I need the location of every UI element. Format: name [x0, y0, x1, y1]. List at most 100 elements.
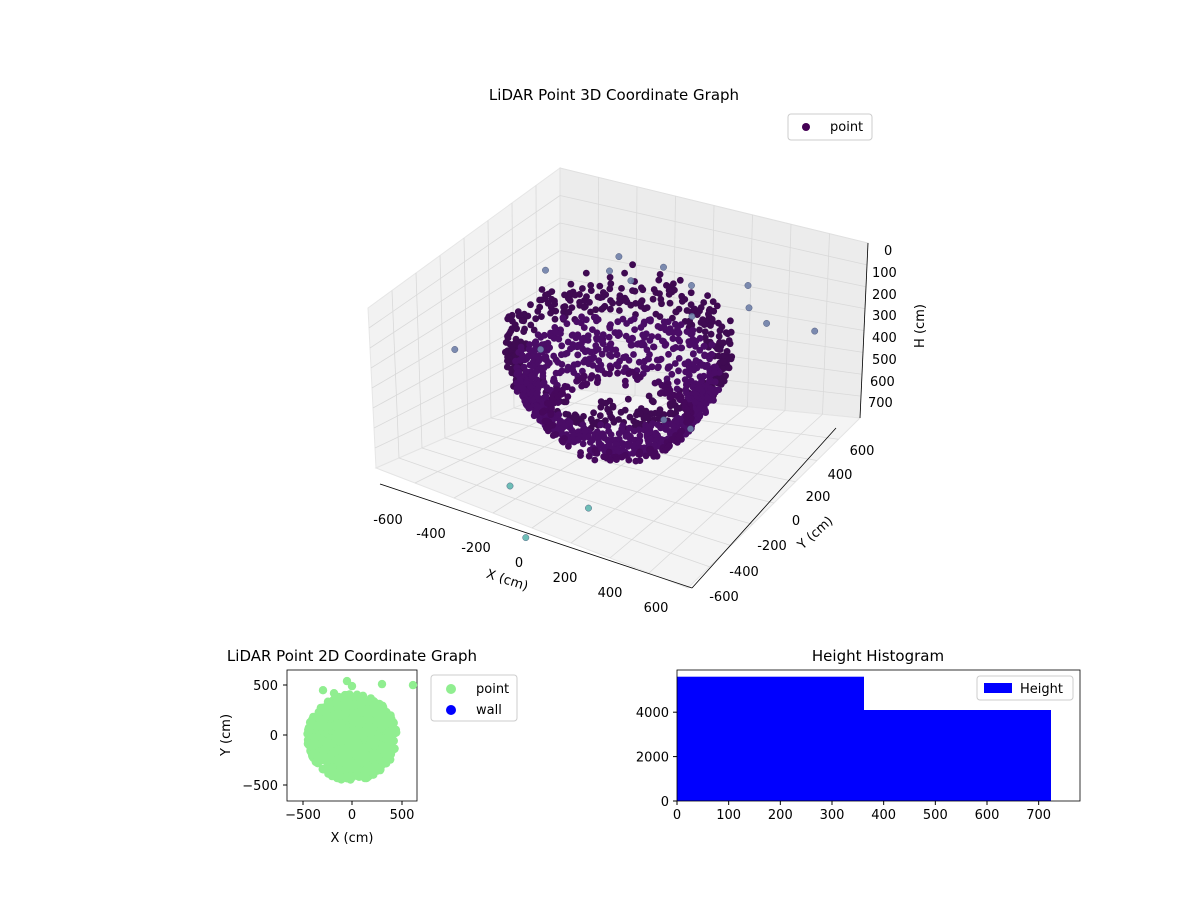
point-marker [551, 328, 559, 336]
point-marker [337, 745, 346, 754]
point-marker [541, 331, 548, 339]
x-tick-label: −500 [285, 808, 321, 823]
chart-histogram: Height Histogram 0 100 200 300 400 500 600 700 … [636, 647, 1081, 823]
point-marker [614, 362, 622, 370]
point-marker [647, 316, 654, 324]
point-marker [660, 338, 667, 345]
point-marker [559, 314, 567, 322]
point-marker [354, 772, 364, 781]
point-marker [607, 413, 615, 420]
point-marker [682, 368, 689, 376]
point-marker [585, 452, 593, 460]
point-marker [720, 358, 727, 365]
legend-2d: point wall [430, 674, 518, 722]
point-marker [350, 759, 360, 769]
point-marker [724, 330, 732, 338]
point-marker [727, 355, 735, 363]
point-marker [588, 355, 596, 363]
point-marker [598, 350, 606, 358]
point-marker [591, 456, 599, 464]
point-marker [595, 441, 603, 448]
point-marker [657, 424, 664, 432]
point-marker [323, 700, 332, 709]
point-marker [613, 351, 621, 359]
point-marker [605, 333, 613, 341]
point-marker [668, 436, 675, 443]
y-tick-label: 2000 [636, 751, 669, 766]
y-tick-label: 200 [806, 490, 831, 505]
point-marker [573, 377, 580, 385]
point-marker [678, 427, 685, 435]
point-marker [675, 390, 683, 398]
point-marker [609, 403, 617, 411]
point-marker [625, 336, 633, 344]
point-marker [537, 345, 544, 353]
point-marker [674, 335, 682, 343]
point-marker [521, 397, 529, 405]
point-marker [318, 764, 327, 774]
point-marker [587, 308, 594, 316]
point-marker [614, 332, 622, 339]
x-tick-label: -600 [373, 513, 403, 528]
point-marker [701, 328, 709, 336]
point-marker [538, 286, 546, 293]
point-marker [520, 328, 528, 335]
point-marker [307, 750, 317, 759]
point-marker [606, 285, 614, 293]
point-marker [613, 456, 620, 463]
point-marker [319, 750, 328, 759]
legend-hist-swatch [984, 683, 1012, 693]
point-marker [358, 691, 368, 700]
y-tick-label: 0 [270, 729, 278, 744]
point-marker [536, 303, 544, 311]
point-marker [688, 282, 695, 289]
point-marker [366, 715, 375, 725]
z-tick-label: 200 [872, 288, 897, 303]
point-marker [515, 368, 523, 376]
point-marker [304, 723, 313, 733]
x-tick-label: 400 [598, 586, 623, 601]
point-marker [318, 686, 328, 695]
point-marker [715, 332, 723, 340]
point-marker [560, 304, 568, 312]
x-tick-label: 100 [716, 808, 741, 823]
point-marker [658, 389, 666, 396]
point-marker [602, 345, 610, 353]
point-marker [635, 426, 643, 434]
point-marker [377, 679, 387, 689]
point-marker [584, 336, 592, 344]
point-marker [578, 382, 586, 390]
point-marker [683, 410, 691, 417]
point-marker [552, 307, 560, 315]
point-marker [627, 301, 635, 309]
point-marker [662, 447, 669, 454]
point-marker [654, 333, 662, 341]
point-marker [551, 315, 559, 323]
point-marker [680, 399, 688, 406]
point-marker [568, 386, 576, 393]
x-tick-label: 0 [515, 556, 523, 571]
point-marker [348, 700, 358, 709]
y-tick-label: -600 [709, 590, 739, 605]
point-marker [579, 375, 586, 382]
point-marker [506, 482, 514, 490]
point-marker [646, 337, 654, 344]
z-tick-labels: 0 100 200 300 400 500 600 700 [868, 244, 897, 411]
legend-2d-marker-wall [446, 705, 456, 715]
point-marker [618, 285, 625, 292]
point-marker [705, 310, 712, 318]
point-marker [567, 280, 575, 288]
point-marker [546, 344, 553, 351]
point-marker [687, 330, 695, 338]
point-marker [590, 409, 597, 417]
point-marker [377, 724, 386, 733]
x-tick-label: 300 [820, 808, 845, 823]
point-marker [643, 304, 651, 311]
point-marker [676, 432, 683, 440]
point-marker [683, 418, 690, 426]
point-marker [569, 331, 577, 339]
point-marker [660, 263, 667, 271]
point-marker [328, 748, 338, 757]
grid-line [559, 222, 867, 288]
point-marker [625, 456, 633, 464]
